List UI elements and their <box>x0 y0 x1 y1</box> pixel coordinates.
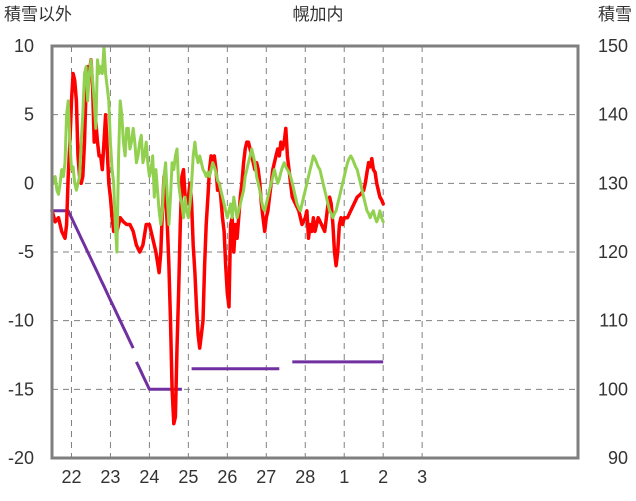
left-tick-label: 10 <box>14 36 34 56</box>
left-tick-label: -15 <box>8 379 34 399</box>
right-tick-label: 130 <box>598 173 628 193</box>
x-tick-label: 3 <box>417 467 427 487</box>
right-tick-label: 150 <box>598 36 628 56</box>
temperature-line <box>50 57 385 426</box>
right-tick-label: 110 <box>599 311 628 331</box>
x-tick-label: 25 <box>178 467 198 487</box>
lines-layer <box>50 44 385 426</box>
chart-title: 幌加内 <box>293 5 344 25</box>
snow-depth-line <box>52 209 135 349</box>
right-tick-label: 120 <box>598 242 628 262</box>
x-tick-label: 22 <box>61 467 81 487</box>
plot-frame <box>50 44 580 460</box>
left-tick-label: -5 <box>18 242 34 262</box>
x-tick-label: 23 <box>100 467 120 487</box>
grid-layer <box>52 45 578 459</box>
x-tick-label: 28 <box>295 467 315 487</box>
right-axis-title: 積雪 <box>598 5 632 25</box>
right-tick-label: 100 <box>598 379 628 399</box>
x-tick-label: 24 <box>139 467 159 487</box>
x-tick-label: 27 <box>256 467 276 487</box>
right-tick-label: 140 <box>598 105 628 125</box>
left-tick-label: 5 <box>24 105 34 125</box>
x-tick-label: 2 <box>378 467 388 487</box>
left-tick-label: 0 <box>24 173 34 193</box>
x-tick-label: 26 <box>217 467 237 487</box>
temperature2-line <box>50 44 385 254</box>
left-axis-title: 積雪以外 <box>4 5 72 25</box>
left-tick-label: -20 <box>8 448 34 468</box>
x-tick-label: 1 <box>339 467 349 487</box>
left-tick-label: -10 <box>8 311 34 331</box>
right-tick-label: 90 <box>608 448 628 468</box>
